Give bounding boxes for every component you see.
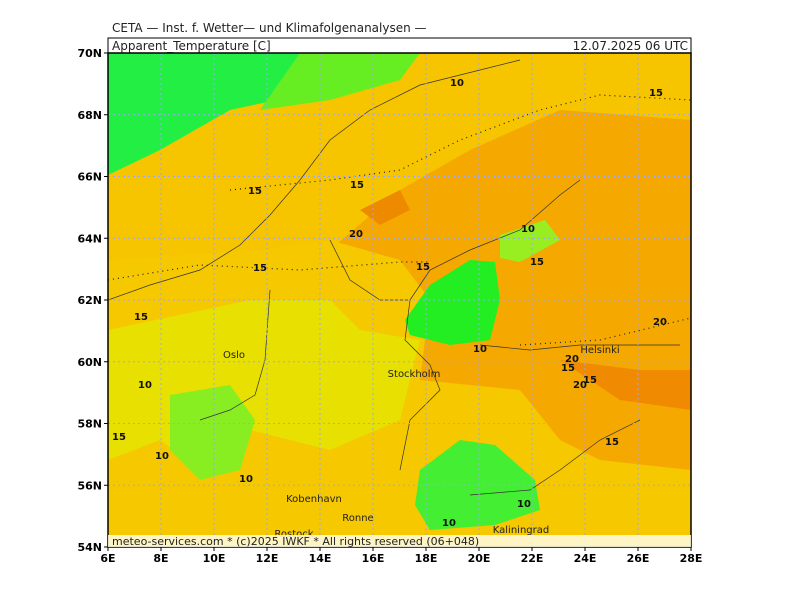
- contour-label: 20: [573, 380, 587, 391]
- lon-label: 26E: [627, 552, 650, 565]
- city-label: Rostock: [274, 529, 313, 540]
- contour-label: 20: [349, 229, 363, 240]
- lon-label: 12E: [256, 552, 279, 565]
- city-label: Stockholm: [388, 369, 441, 380]
- contour-label: 10: [239, 474, 253, 485]
- contour-label: 20: [565, 354, 579, 365]
- lat-label: 68N: [77, 109, 102, 122]
- header: CETA — Inst. f. Wetter— und Klimafolgena…: [112, 21, 427, 35]
- footer-bg: [108, 535, 691, 547]
- lon-label: 8E: [153, 552, 168, 565]
- city-label: Kaliningrad: [493, 525, 549, 536]
- contour-label: 10: [473, 344, 487, 355]
- lat-label: 58N: [77, 418, 102, 431]
- city-label: Ronne: [342, 513, 373, 524]
- contour-label: 10: [450, 78, 464, 89]
- lon-label: 22E: [521, 552, 544, 565]
- lon-label: 20E: [468, 552, 491, 565]
- lat-label: 56N: [77, 479, 102, 492]
- lat-label: 62N: [77, 294, 102, 307]
- lon-label: 10E: [203, 552, 226, 565]
- lon-label: 16E: [362, 552, 385, 565]
- contour-label: 15: [530, 257, 544, 268]
- lat-label: 54N: [77, 541, 102, 554]
- valid-time: 12.07.2025 06 UTC: [573, 39, 688, 53]
- footer: meteo-services.com * (c)2025 IWKF * All …: [112, 535, 479, 548]
- contour-label: 15: [649, 88, 663, 99]
- lat-label: 66N: [77, 171, 102, 184]
- lon-label: 18E: [415, 552, 438, 565]
- lon-label: 6E: [100, 552, 115, 565]
- contour-label: 15: [134, 312, 148, 323]
- contour-label: 15: [248, 186, 262, 197]
- contour-label: 15: [416, 262, 430, 273]
- lon-label: 24E: [574, 552, 597, 565]
- contour-label: 10: [521, 224, 535, 235]
- contour-label: 10: [442, 518, 456, 529]
- lat-label: 60N: [77, 356, 102, 369]
- contour-label: 10: [155, 451, 169, 462]
- contour-label: 15: [112, 432, 126, 443]
- contour-label: 15: [583, 375, 597, 386]
- contour-label: 10: [517, 499, 531, 510]
- city-label: Kobenhavn: [286, 494, 342, 505]
- contour-label: 10: [138, 380, 152, 391]
- lat-label: 64N: [77, 232, 102, 245]
- city-label: Helsinki: [580, 345, 619, 356]
- contour-label: 15: [253, 263, 267, 274]
- contour-label: 20: [653, 317, 667, 328]
- lat-label: 70N: [77, 47, 102, 60]
- lon-label: 14E: [309, 552, 332, 565]
- contour-label: 15: [605, 437, 619, 448]
- lon-label: 28E: [680, 552, 703, 565]
- contour-label: 15: [561, 363, 575, 374]
- panel-title: Apparent_Temperature [C]: [112, 39, 271, 53]
- city-label: Oslo: [223, 350, 245, 361]
- contour-label: 15: [350, 180, 364, 191]
